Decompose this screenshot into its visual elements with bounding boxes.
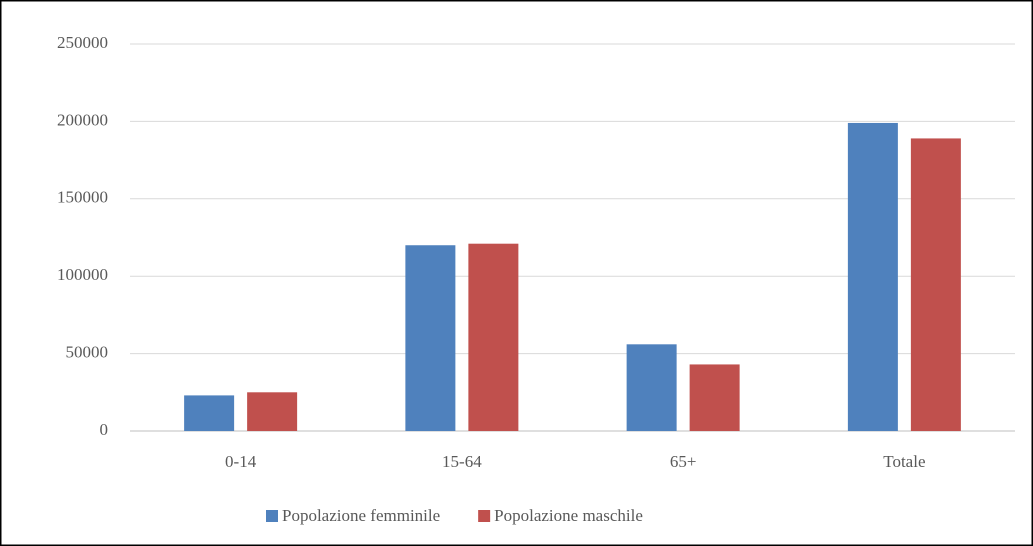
bar bbox=[468, 243, 519, 431]
bar bbox=[184, 395, 235, 431]
bar bbox=[405, 245, 456, 431]
y-tick-label: 150000 bbox=[57, 188, 108, 207]
legend-swatch bbox=[266, 510, 278, 522]
bar bbox=[689, 364, 740, 431]
x-tick-label: 0-14 bbox=[225, 452, 257, 471]
y-tick-label: 50000 bbox=[66, 343, 109, 362]
bar bbox=[847, 122, 898, 431]
legend-swatch bbox=[478, 510, 491, 522]
legend-label: Popolazione femminile bbox=[282, 506, 440, 525]
bar bbox=[626, 344, 677, 431]
bar bbox=[247, 392, 298, 431]
x-tick-label: 65+ bbox=[670, 452, 697, 471]
y-tick-label: 200000 bbox=[57, 110, 108, 129]
y-tick-label: 0 bbox=[100, 420, 109, 439]
x-tick-label: Totale bbox=[883, 452, 925, 471]
legend-label: Popolazione maschile bbox=[494, 506, 643, 525]
y-tick-label: 250000 bbox=[57, 33, 108, 52]
y-tick-label: 100000 bbox=[57, 265, 108, 284]
bar bbox=[910, 138, 961, 432]
x-tick-label: 15-64 bbox=[442, 452, 482, 471]
